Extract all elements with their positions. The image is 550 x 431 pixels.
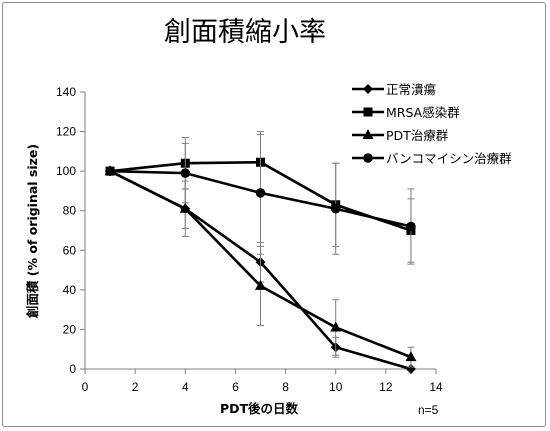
x-axis-label: PDT後の日数 [220, 401, 299, 416]
x-tick-label: 6 [232, 380, 239, 394]
legend-label: バンコマイシン治療群 [386, 151, 512, 166]
data-point [406, 221, 416, 232]
data-point [179, 202, 191, 213]
data-point [405, 351, 417, 362]
x-tick-label: 12 [379, 380, 393, 394]
data-point [255, 279, 266, 290]
data-point [330, 321, 342, 332]
y-tick-label: 100 [56, 164, 76, 178]
y-tick-label: 120 [56, 125, 76, 139]
data-point [405, 364, 416, 374]
legend-marker [363, 153, 373, 163]
x-tick-label: 14 [429, 380, 443, 394]
x-tick-label: 8 [282, 380, 289, 394]
legend-marker [363, 84, 373, 94]
x-tick-label: 2 [132, 380, 139, 394]
chart-title: 創面積縮小率 [164, 17, 326, 48]
legend-label: 正常潰瘍 [386, 82, 436, 97]
y-tick-label: 140 [56, 85, 76, 99]
data-point [105, 166, 115, 176]
sample-size-note: n=5 [418, 403, 439, 417]
y-tick-label: 0 [69, 362, 76, 376]
legend-marker [362, 129, 374, 139]
legend-item: 正常潰瘍 [352, 82, 436, 97]
legend-marker [363, 107, 373, 117]
data-point [255, 188, 266, 198]
chart-frame [2, 2, 546, 427]
axes: 0 20 40 60 80 100 120 140 0 2 4 6 8 10 12 14 [56, 85, 443, 394]
legend-label: PDT治療群 [386, 128, 449, 143]
x-tick-label: 4 [182, 380, 189, 394]
y-tick-label: 80 [63, 204, 77, 218]
y-axis-label: 創面積 (% of original size) [25, 144, 40, 319]
y-tick-label: 20 [63, 322, 77, 336]
series-layer [104, 131, 417, 374]
legend-item: バンコマイシン治療群 [352, 151, 512, 166]
data-point [180, 168, 191, 178]
y-tick-label: 40 [63, 283, 77, 297]
legend-item: MRSA感染群 [352, 105, 460, 120]
legend-item: PDT治療群 [352, 128, 449, 143]
x-tick-label: 0 [82, 380, 89, 394]
legend-label: MRSA感染群 [386, 105, 460, 120]
series-circle [105, 131, 416, 265]
x-tick-label: 10 [329, 380, 343, 394]
data-point [330, 203, 341, 214]
y-tick-label: 60 [63, 243, 77, 257]
